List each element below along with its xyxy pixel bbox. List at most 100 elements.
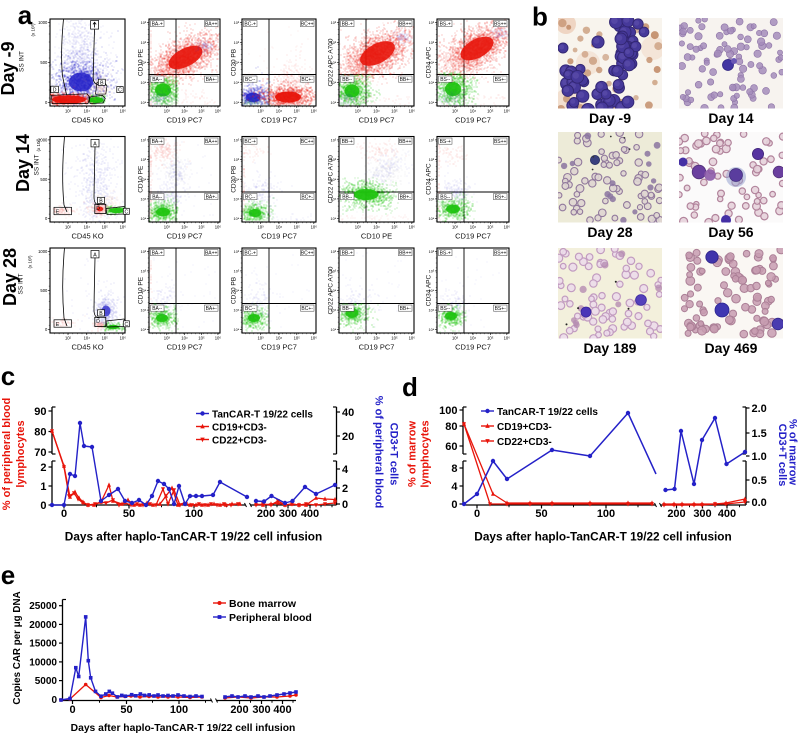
svg-text:60: 60 bbox=[445, 441, 457, 453]
svg-text:10⁴: 10⁴ bbox=[276, 336, 283, 341]
svg-text:10⁴: 10⁴ bbox=[234, 309, 240, 313]
svg-text:BS+-: BS+- bbox=[495, 194, 507, 200]
svg-text:10⁵: 10⁵ bbox=[331, 138, 337, 142]
svg-text:10⁴: 10⁴ bbox=[331, 61, 337, 65]
svg-text:% of marrow: % of marrow bbox=[787, 419, 799, 485]
svg-text:d: d bbox=[402, 372, 418, 402]
svg-text:100: 100 bbox=[439, 405, 457, 417]
svg-text:A: A bbox=[93, 253, 97, 259]
svg-text:BB+-: BB+- bbox=[400, 306, 412, 312]
svg-text:CD45 KO: CD45 KO bbox=[71, 116, 103, 125]
svg-text:20000: 20000 bbox=[29, 620, 57, 631]
svg-text:10⁴: 10⁴ bbox=[234, 328, 240, 332]
svg-text:10⁵: 10⁵ bbox=[487, 109, 494, 114]
svg-text:10⁵: 10⁵ bbox=[331, 269, 337, 273]
svg-text:100: 100 bbox=[597, 508, 615, 520]
svg-text:Day 14: Day 14 bbox=[13, 134, 33, 192]
svg-text:Days after haplo-TanCAR-T 19/2: Days after haplo-TanCAR-T 19/22 cell inf… bbox=[474, 530, 731, 544]
svg-text:B: B bbox=[99, 311, 103, 317]
svg-text:10⁴: 10⁴ bbox=[429, 81, 435, 85]
svg-text:BB--: BB-- bbox=[342, 77, 352, 83]
svg-text:BB++: BB++ bbox=[399, 139, 412, 145]
svg-text:BA++: BA++ bbox=[205, 21, 218, 27]
svg-text:BB--: BB-- bbox=[342, 194, 352, 200]
svg-text:10⁴: 10⁴ bbox=[331, 217, 337, 221]
svg-text:SS INT: SS INT bbox=[19, 51, 26, 72]
svg-text:CD19 PC7: CD19 PC7 bbox=[167, 116, 203, 125]
svg-text:2.0: 2.0 bbox=[752, 403, 767, 415]
svg-text:10⁴: 10⁴ bbox=[429, 178, 435, 182]
svg-text:BC--: BC-- bbox=[245, 306, 256, 312]
svg-text:400: 400 bbox=[273, 704, 291, 716]
svg-text:1.5: 1.5 bbox=[752, 428, 767, 440]
svg-text:10⁴: 10⁴ bbox=[429, 309, 435, 313]
svg-text:C: C bbox=[124, 209, 128, 215]
svg-text:BA--: BA-- bbox=[152, 306, 162, 312]
svg-text:10000: 10000 bbox=[29, 657, 57, 668]
svg-text:10⁵: 10⁵ bbox=[234, 269, 240, 273]
svg-text:BC-+: BC-+ bbox=[244, 139, 256, 145]
svg-text:10³: 10³ bbox=[257, 225, 264, 230]
svg-text:10⁴: 10⁴ bbox=[331, 81, 337, 85]
svg-text:10⁵: 10⁵ bbox=[331, 158, 337, 162]
svg-text:300: 300 bbox=[252, 704, 270, 716]
svg-text:10⁴: 10⁴ bbox=[429, 61, 435, 65]
svg-text:200: 200 bbox=[230, 704, 248, 716]
svg-text:CD45 KO: CD45 KO bbox=[71, 343, 103, 352]
svg-text:Bone marrow: Bone marrow bbox=[229, 598, 297, 610]
svg-text:10⁵: 10⁵ bbox=[429, 158, 435, 162]
svg-text:(x 10³): (x 10³) bbox=[36, 138, 41, 152]
svg-text:10⁶: 10⁶ bbox=[409, 225, 416, 230]
svg-text:10⁵: 10⁵ bbox=[331, 21, 337, 25]
svg-text:Day 28: Day 28 bbox=[0, 248, 20, 306]
svg-text:lymphocytes: lymphocytes bbox=[420, 420, 432, 487]
svg-text:10⁴: 10⁴ bbox=[234, 289, 240, 293]
svg-text:0: 0 bbox=[45, 216, 48, 221]
svg-text:10³: 10³ bbox=[452, 109, 459, 114]
svg-text:BC++: BC++ bbox=[301, 21, 314, 27]
svg-text:0: 0 bbox=[342, 499, 348, 511]
svg-text:A: A bbox=[93, 142, 97, 148]
svg-text:CD19 PC7: CD19 PC7 bbox=[167, 232, 203, 241]
svg-text:% of peripheral blood: % of peripheral blood bbox=[1, 398, 13, 510]
svg-text:0: 0 bbox=[45, 327, 48, 332]
svg-text:BC-+: BC-+ bbox=[244, 21, 256, 27]
svg-text:Day 14: Day 14 bbox=[708, 110, 753, 126]
svg-text:10⁴: 10⁴ bbox=[84, 109, 91, 114]
svg-text:10⁵: 10⁵ bbox=[429, 21, 435, 25]
svg-text:15000: 15000 bbox=[29, 639, 57, 650]
svg-text:CD20 PB: CD20 PB bbox=[231, 277, 238, 304]
svg-text:CD19 PC7: CD19 PC7 bbox=[261, 232, 297, 241]
svg-text:10⁵: 10⁵ bbox=[294, 225, 301, 230]
svg-text:10²: 10² bbox=[65, 109, 72, 114]
svg-text:10⁴: 10⁴ bbox=[141, 178, 147, 182]
svg-text:BA++: BA++ bbox=[205, 250, 218, 256]
svg-text:CD19 PC7: CD19 PC7 bbox=[167, 343, 203, 352]
svg-text:CD22+CD3-: CD22+CD3- bbox=[497, 437, 552, 448]
svg-text:10⁴: 10⁴ bbox=[470, 225, 477, 230]
svg-text:c: c bbox=[1, 361, 15, 391]
svg-text:CD20 PB: CD20 PB bbox=[231, 49, 238, 76]
svg-text:TanCAR-T 19/22 cells: TanCAR-T 19/22 cells bbox=[497, 407, 598, 418]
svg-text:10⁶: 10⁶ bbox=[409, 336, 416, 341]
svg-text:10⁵: 10⁵ bbox=[198, 336, 205, 341]
svg-text:10⁵: 10⁵ bbox=[198, 225, 205, 230]
svg-text:50: 50 bbox=[535, 508, 547, 520]
svg-text:B: B bbox=[100, 80, 104, 86]
svg-text:10³: 10³ bbox=[452, 336, 459, 341]
svg-text:BA--: BA-- bbox=[152, 194, 162, 200]
svg-text:200: 200 bbox=[257, 508, 275, 520]
svg-text:10⁶: 10⁶ bbox=[504, 225, 511, 230]
svg-text:10⁴: 10⁴ bbox=[141, 309, 147, 313]
svg-text:BS-+: BS-+ bbox=[440, 21, 451, 27]
svg-text:10⁶: 10⁶ bbox=[215, 109, 222, 114]
svg-text:10⁵: 10⁵ bbox=[294, 109, 301, 114]
svg-text:BS+-: BS+- bbox=[495, 77, 507, 83]
svg-text:0: 0 bbox=[474, 508, 480, 520]
svg-text:0: 0 bbox=[40, 500, 46, 512]
svg-text:10⁵: 10⁵ bbox=[429, 269, 435, 273]
svg-text:1000: 1000 bbox=[38, 138, 48, 143]
svg-text:10⁴: 10⁴ bbox=[141, 328, 147, 332]
svg-text:10⁶: 10⁶ bbox=[215, 225, 222, 230]
svg-text:BS--: BS-- bbox=[440, 77, 450, 83]
